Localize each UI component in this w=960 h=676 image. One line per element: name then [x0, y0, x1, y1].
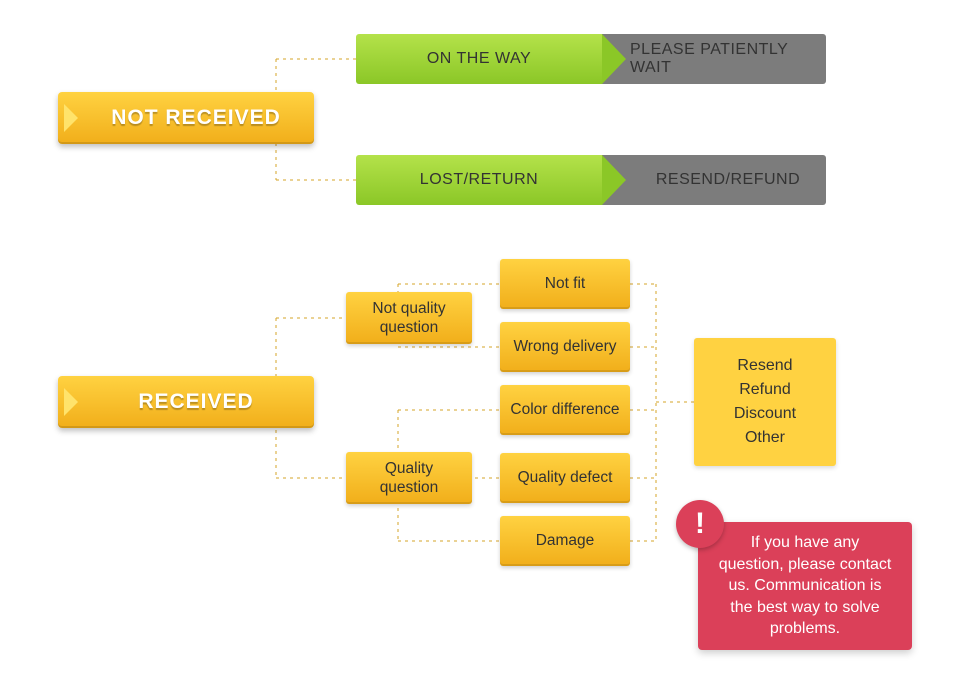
- status-right: RESEND/REFUND: [602, 155, 826, 205]
- chevron-notch-icon: [64, 104, 78, 132]
- resolution-item: Other: [745, 429, 785, 447]
- diagram-stage: NOT RECEIVED RECEIVED ON THE WAY PLEASE …: [0, 0, 960, 676]
- callout-text: If you have any question, please contact…: [718, 532, 892, 640]
- status-right: PLEASE PATIENTLY WAIT: [602, 34, 826, 84]
- resolution-item: Resend: [737, 357, 792, 375]
- root-received: RECEIVED: [58, 376, 314, 428]
- box-quality-defect: Quality defect: [500, 453, 630, 503]
- status-left-label: LOST/RETURN: [420, 171, 538, 189]
- status-right-label: RESEND/REFUND: [656, 171, 800, 189]
- badge-text: !: [695, 504, 705, 545]
- box-label: Color difference: [510, 400, 619, 419]
- box-label: Quality defect: [518, 468, 613, 487]
- status-left: LOST/RETURN: [356, 155, 602, 205]
- status-left: ON THE WAY: [356, 34, 602, 84]
- box-label: Not fit: [545, 274, 585, 293]
- box-color-difference: Color difference: [500, 385, 630, 435]
- box-not-fit: Not fit: [500, 259, 630, 309]
- root-label: NOT RECEIVED: [78, 106, 314, 130]
- box-not-quality-question: Not quality question: [346, 292, 472, 344]
- exclamation-icon: !: [676, 500, 724, 548]
- box-wrong-delivery: Wrong delivery: [500, 322, 630, 372]
- status-pair-on-the-way: ON THE WAY PLEASE PATIENTLY WAIT: [356, 34, 826, 84]
- chevron-notch-icon: [64, 388, 78, 416]
- status-left-label: ON THE WAY: [427, 50, 531, 68]
- resolution-item: Discount: [734, 405, 796, 423]
- resolutions-box: Resend Refund Discount Other: [694, 338, 836, 466]
- status-pair-lost-return: LOST/RETURN RESEND/REFUND: [356, 155, 826, 205]
- box-label: Quality question: [356, 459, 462, 498]
- root-label: RECEIVED: [78, 390, 314, 414]
- box-label: Wrong delivery: [513, 337, 616, 356]
- box-label: Not quality question: [356, 299, 462, 338]
- box-damage: Damage: [500, 516, 630, 566]
- resolution-item: Refund: [739, 381, 791, 399]
- box-quality-question: Quality question: [346, 452, 472, 504]
- box-label: Damage: [536, 531, 595, 550]
- contact-callout: ! If you have any question, please conta…: [698, 522, 912, 650]
- root-not-received: NOT RECEIVED: [58, 92, 314, 144]
- status-right-label: PLEASE PATIENTLY WAIT: [630, 41, 826, 77]
